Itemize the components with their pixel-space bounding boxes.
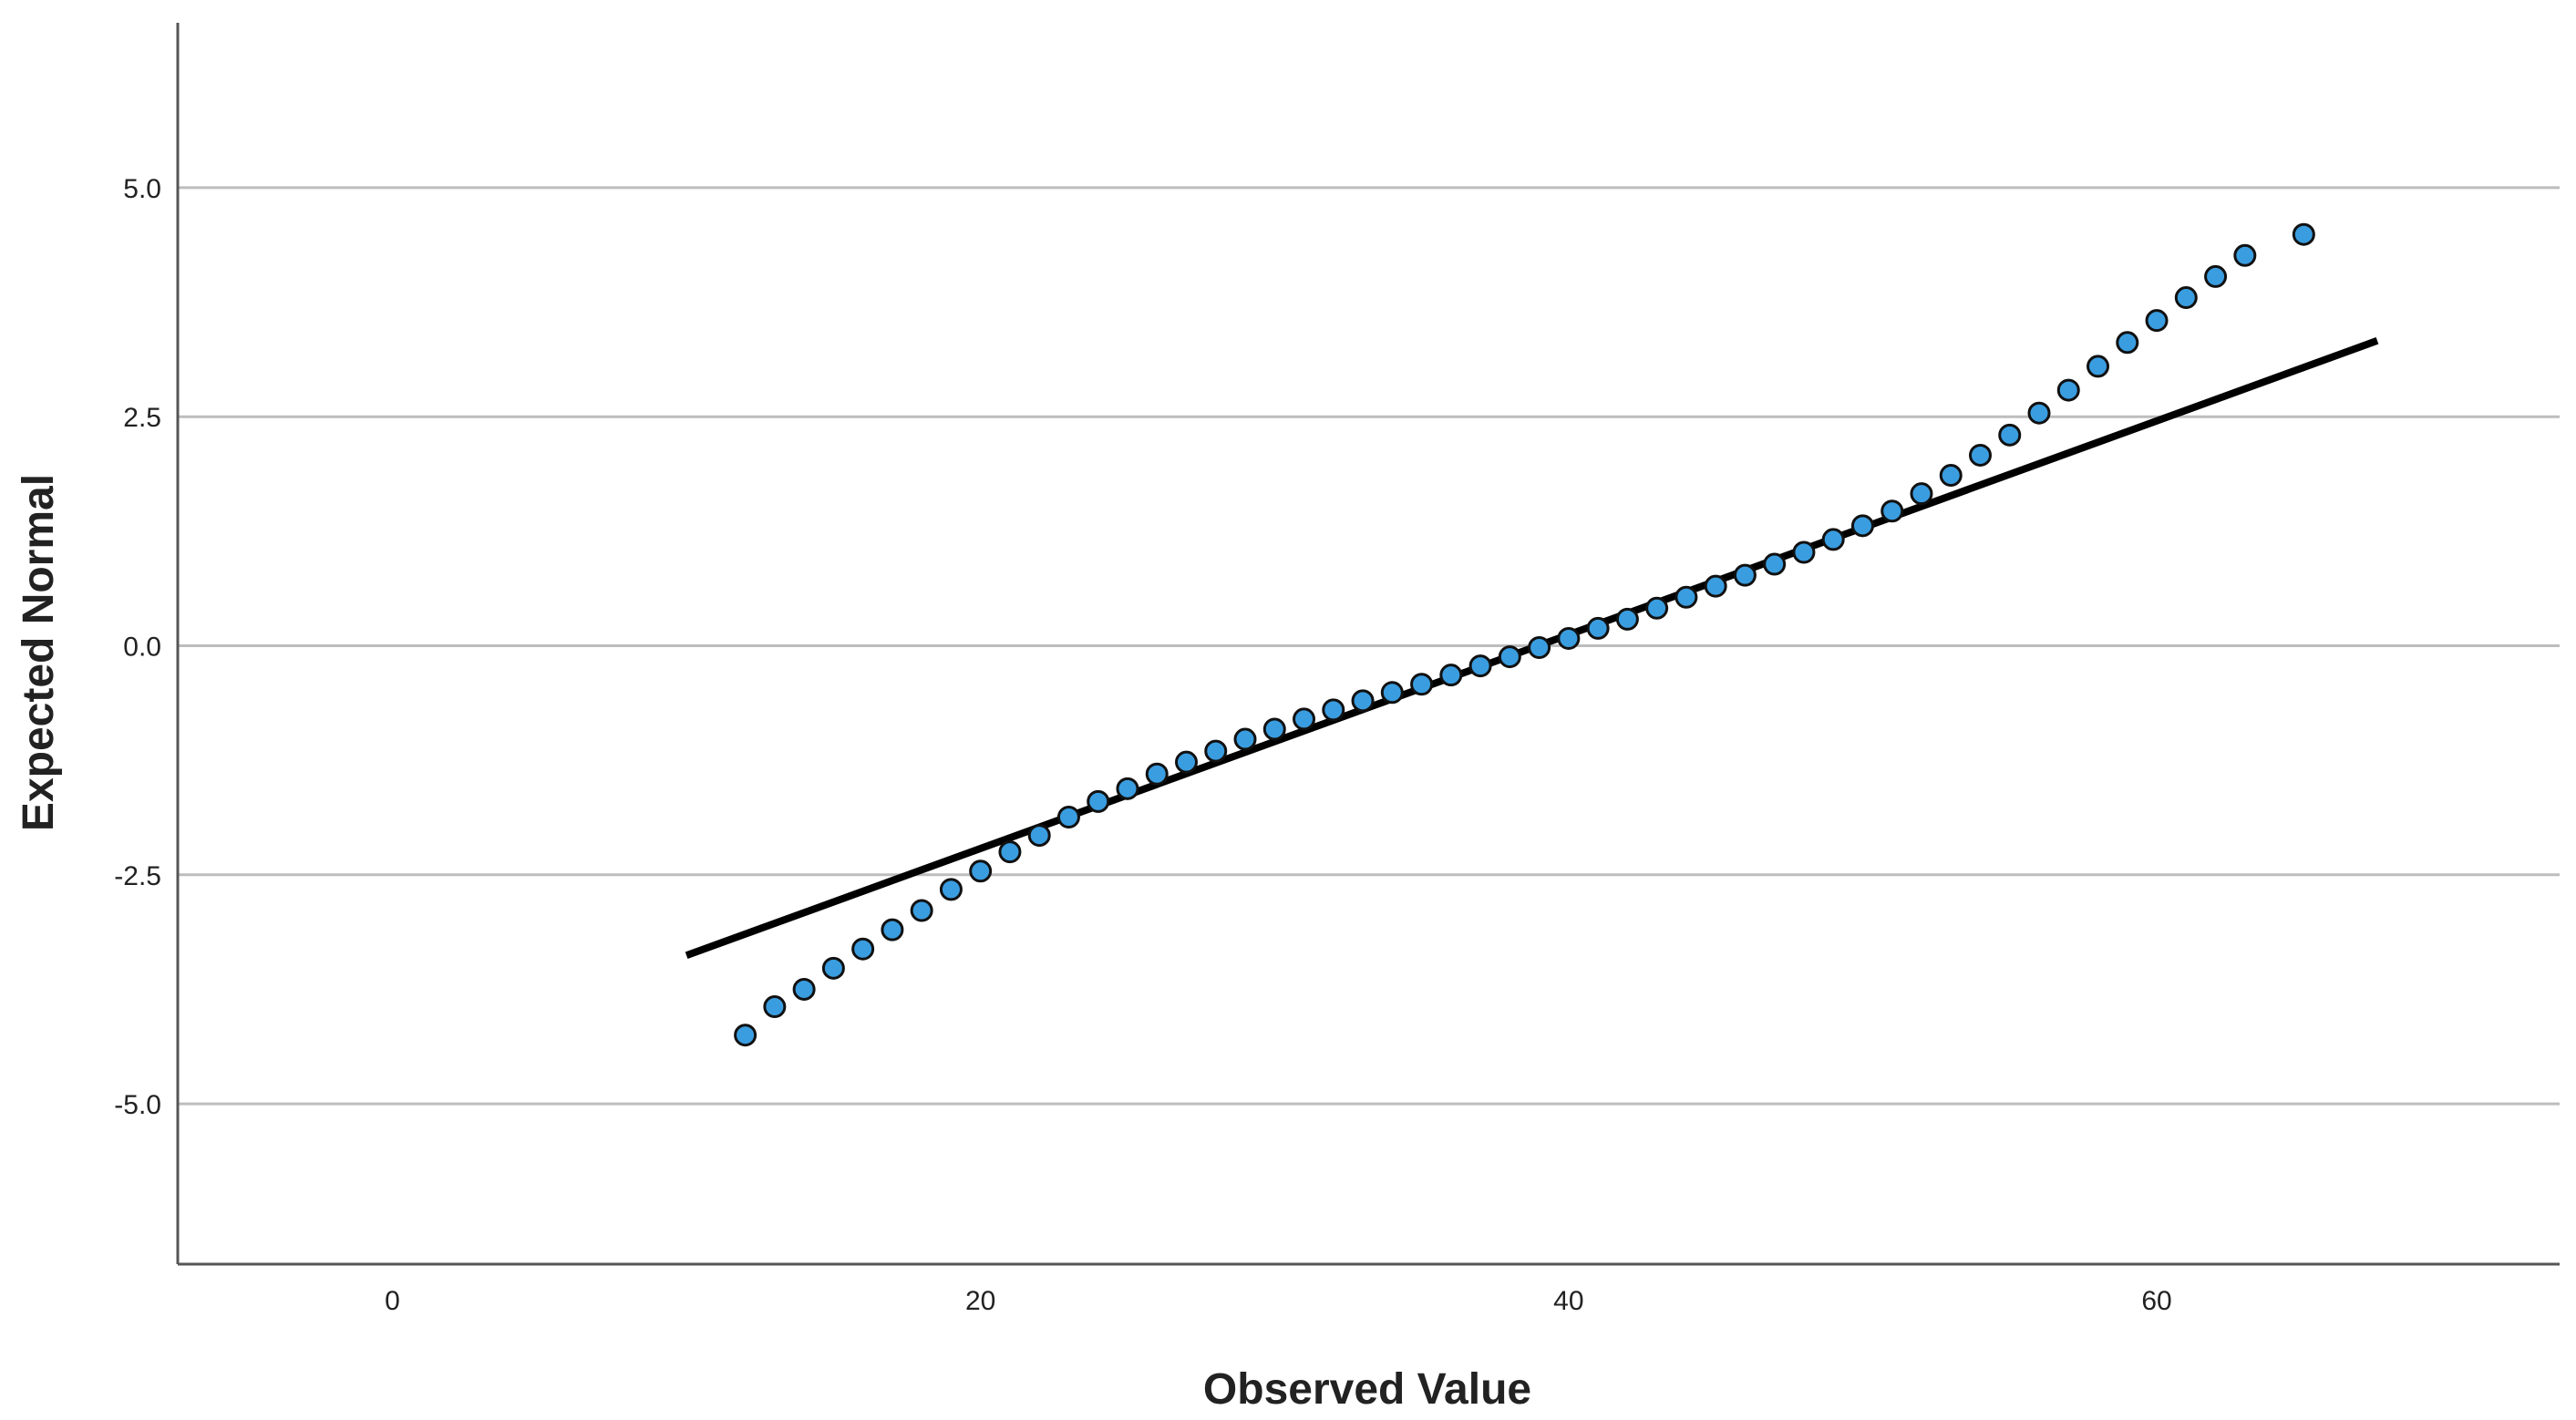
data-point <box>1410 673 1434 696</box>
data-point <box>2145 309 2169 333</box>
data-point <box>1615 607 1639 631</box>
data-point <box>1116 777 1139 800</box>
data-point <box>1674 585 1698 609</box>
data-point <box>1586 616 1610 640</box>
data-point <box>1498 645 1521 669</box>
data-point <box>1910 482 1933 506</box>
y-tick-label: -5.0 <box>114 1090 161 1120</box>
data-point <box>2027 401 2051 425</box>
data-point <box>1056 805 1080 828</box>
data-point <box>998 840 1022 864</box>
data-point <box>1262 717 1286 741</box>
data-point <box>1645 596 1669 620</box>
data-point <box>1145 762 1169 786</box>
data-point <box>1850 514 1874 538</box>
data-point <box>1998 423 2022 447</box>
data-point <box>734 1024 757 1047</box>
data-point <box>1351 689 1375 713</box>
data-point <box>763 995 787 1019</box>
data-point <box>2233 243 2257 267</box>
data-point <box>1821 528 1845 551</box>
data-point <box>1468 654 1492 678</box>
data-point <box>1792 540 1816 564</box>
x-tick-label: 0 <box>385 1286 400 1316</box>
x-tick-label: 60 <box>2141 1286 2171 1316</box>
data-point <box>2056 378 2080 402</box>
data-point <box>1968 443 1992 467</box>
data-point <box>1204 739 1228 763</box>
data-point <box>1939 464 1963 488</box>
data-point <box>1733 563 1757 587</box>
y-tick-label: 5.0 <box>123 174 161 204</box>
data-point <box>1322 698 1345 722</box>
data-point <box>1528 636 1551 660</box>
data-point <box>939 878 963 901</box>
data-point <box>2087 355 2110 378</box>
data-point <box>1557 626 1581 650</box>
data-point <box>1439 664 1463 687</box>
data-point <box>1763 552 1787 576</box>
data-point <box>821 956 845 980</box>
data-point <box>2174 286 2198 310</box>
x-tick-label: 40 <box>1553 1286 1583 1316</box>
data-point <box>910 899 933 922</box>
data-point <box>2204 264 2228 288</box>
data-point <box>1704 574 1727 598</box>
data-point <box>969 859 993 883</box>
data-point <box>1174 750 1198 774</box>
data-point <box>2292 222 2315 246</box>
data-point <box>1233 727 1257 751</box>
data-point <box>1880 499 1904 523</box>
y-tick-label: 2.5 <box>123 403 161 433</box>
data-point <box>1027 824 1051 848</box>
data-point <box>792 977 816 1001</box>
y-tick-label: 0.0 <box>123 633 161 663</box>
x-tick-label: 20 <box>965 1286 995 1316</box>
x-axis-title: Observed Value <box>1203 1365 1531 1414</box>
data-point <box>1087 789 1110 813</box>
data-point <box>1380 681 1404 705</box>
y-tick-label: -2.5 <box>114 861 161 891</box>
data-point <box>1293 707 1316 731</box>
data-point <box>881 918 904 942</box>
data-point <box>2116 331 2139 355</box>
data-point <box>851 937 875 961</box>
y-axis-title: Expected Normal <box>15 474 63 831</box>
